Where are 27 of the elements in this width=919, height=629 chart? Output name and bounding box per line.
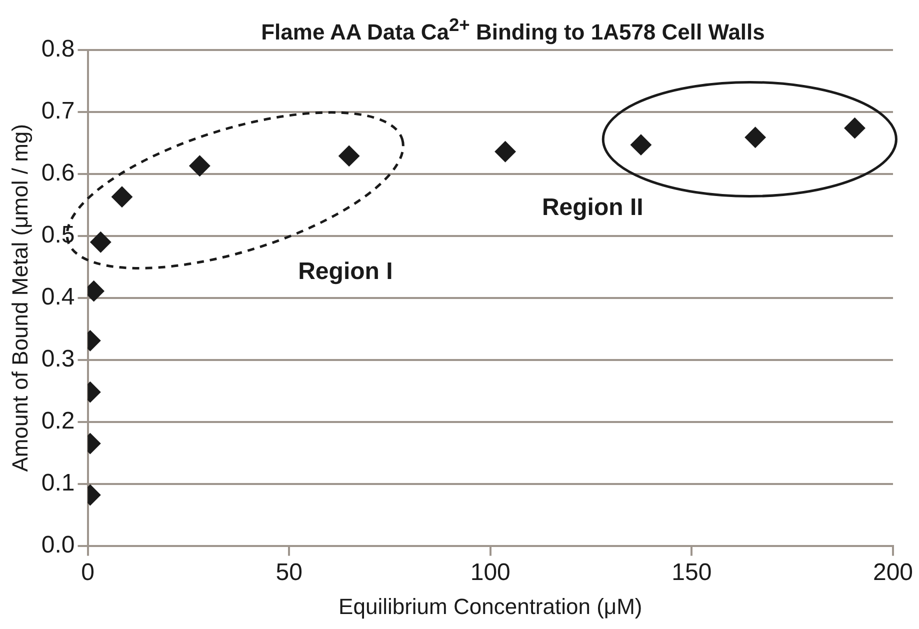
y-tick-label: 0.7 — [41, 98, 75, 125]
y-tick-label: 0.2 — [41, 407, 75, 434]
annotation: Region II — [542, 194, 644, 222]
x-tick-label: 200 — [872, 558, 914, 586]
x-tick-label: 100 — [470, 558, 510, 586]
x-tick-label: 150 — [672, 558, 712, 586]
y-tick-label: 0.1 — [41, 469, 75, 496]
point — [338, 145, 360, 166]
point — [630, 134, 652, 156]
point — [494, 141, 516, 162]
point — [189, 155, 210, 176]
x-axis-title: Equilibrium Concentration (μM) — [338, 594, 642, 619]
y-tick-label: 0.5 — [41, 222, 75, 249]
y-tick-label: 0.0 — [41, 531, 75, 558]
x-tick-label: 0 — [81, 558, 94, 586]
y-tick-label: 0.3 — [41, 346, 75, 372]
point — [744, 126, 766, 148]
point — [844, 118, 866, 139]
y-tick-label: 0.8 — [41, 36, 75, 63]
y-tick-label: 0.6 — [41, 160, 75, 187]
point — [90, 232, 112, 253]
annotation: Region I — [298, 258, 393, 286]
chart-title: Flame AA Data Ca$^{2+}$ Binding to 1A578 Cell Walls — [260, 14, 766, 46]
y-axis-title: Amount of Bound Metal (μmol / mg) — [7, 124, 32, 472]
x-tick-label: 50 — [276, 558, 302, 586]
y-tick-label: 0.4 — [41, 284, 75, 311]
point — [111, 186, 132, 208]
